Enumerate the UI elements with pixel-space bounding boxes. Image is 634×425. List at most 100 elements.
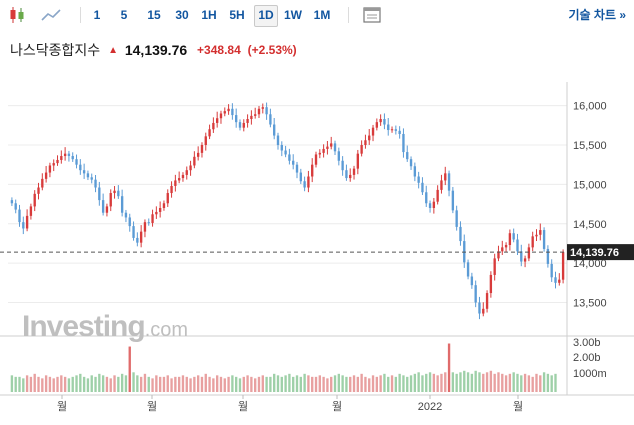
candle[interactable] xyxy=(56,159,59,164)
candle[interactable] xyxy=(333,143,337,152)
candle[interactable] xyxy=(356,153,360,169)
candle[interactable] xyxy=(539,230,542,235)
candle[interactable] xyxy=(158,208,162,212)
candle[interactable] xyxy=(235,115,238,123)
candle[interactable] xyxy=(151,214,154,223)
candle[interactable] xyxy=(527,247,531,259)
candle[interactable] xyxy=(94,179,97,188)
candle[interactable] xyxy=(273,124,276,136)
candle[interactable] xyxy=(474,285,477,303)
candle[interactable] xyxy=(326,146,329,149)
candle[interactable] xyxy=(284,150,287,155)
candle[interactable] xyxy=(379,119,382,123)
candle[interactable] xyxy=(485,293,489,309)
interval-button-30[interactable]: 30 xyxy=(175,8,189,22)
candle[interactable] xyxy=(37,187,40,194)
candle[interactable] xyxy=(455,210,458,227)
candle[interactable] xyxy=(41,178,44,188)
candle[interactable] xyxy=(90,177,93,180)
candle[interactable] xyxy=(554,277,557,283)
candle[interactable] xyxy=(136,237,139,243)
candle[interactable] xyxy=(466,262,470,277)
candle[interactable] xyxy=(360,145,363,154)
candle[interactable] xyxy=(60,156,63,160)
candle[interactable] xyxy=(265,107,268,115)
interval-button-1m[interactable]: 1M xyxy=(313,8,331,22)
candle[interactable] xyxy=(352,168,356,175)
candle[interactable] xyxy=(322,148,325,153)
candle[interactable] xyxy=(231,108,234,116)
candle[interactable] xyxy=(52,163,55,166)
candle[interactable] xyxy=(409,159,413,167)
candle[interactable] xyxy=(71,156,74,160)
candle[interactable] xyxy=(383,119,386,125)
candle[interactable] xyxy=(364,140,367,145)
candle[interactable] xyxy=(520,251,523,262)
interval-button-1d[interactable]: 1D xyxy=(254,5,278,27)
interval-button-5[interactable]: 5 xyxy=(120,8,128,22)
candle[interactable] xyxy=(132,226,135,238)
interval-button-1h[interactable]: 1H xyxy=(201,8,217,22)
candle[interactable] xyxy=(215,118,219,123)
candle[interactable] xyxy=(501,247,504,252)
candle[interactable] xyxy=(413,166,417,177)
candle[interactable] xyxy=(299,172,302,182)
candle[interactable] xyxy=(550,263,553,278)
candle[interactable] xyxy=(193,156,196,166)
candle[interactable] xyxy=(512,233,515,240)
candle[interactable] xyxy=(67,153,71,157)
candle[interactable] xyxy=(82,170,86,174)
candle[interactable] xyxy=(459,226,462,242)
interval-button-5h[interactable]: 5H xyxy=(229,8,245,22)
candle[interactable] xyxy=(493,258,496,275)
candle[interactable] xyxy=(250,115,253,120)
candle[interactable] xyxy=(482,308,485,314)
candle[interactable] xyxy=(345,170,348,179)
candle[interactable] xyxy=(212,122,215,130)
candle[interactable] xyxy=(516,239,519,252)
candle[interactable] xyxy=(394,129,398,131)
candle[interactable] xyxy=(33,193,36,207)
candle[interactable] xyxy=(341,160,344,171)
candle[interactable] xyxy=(128,217,131,227)
candle[interactable] xyxy=(440,180,443,190)
candle[interactable] xyxy=(406,152,409,160)
candle[interactable] xyxy=(444,173,447,181)
candle[interactable] xyxy=(280,145,283,151)
candle[interactable] xyxy=(204,136,207,145)
candle[interactable] xyxy=(436,189,439,202)
candle[interactable] xyxy=(29,206,33,216)
candle[interactable] xyxy=(120,196,124,213)
candle[interactable] xyxy=(561,252,565,280)
candle[interactable] xyxy=(387,124,390,131)
candle[interactable] xyxy=(139,231,143,243)
technical-chart-link[interactable]: 기술 차트 » xyxy=(568,8,626,22)
candle[interactable] xyxy=(18,209,21,223)
candle[interactable] xyxy=(14,203,17,210)
candle[interactable] xyxy=(470,276,474,286)
candle[interactable] xyxy=(124,212,128,218)
candle[interactable] xyxy=(478,302,481,314)
candle[interactable] xyxy=(177,178,181,181)
candle[interactable] xyxy=(417,176,420,183)
candle[interactable] xyxy=(25,215,29,229)
candle[interactable] xyxy=(105,206,109,213)
candle[interactable] xyxy=(166,193,169,204)
candle[interactable] xyxy=(428,203,432,208)
candle[interactable] xyxy=(504,245,508,248)
candle[interactable] xyxy=(558,279,561,283)
candle[interactable] xyxy=(200,145,204,153)
candle[interactable] xyxy=(508,233,512,246)
candle[interactable] xyxy=(542,230,546,249)
candle[interactable] xyxy=(421,182,424,193)
candle[interactable] xyxy=(117,190,120,197)
candle[interactable] xyxy=(75,159,78,165)
candle[interactable] xyxy=(196,152,200,157)
candle[interactable] xyxy=(254,114,257,116)
candle[interactable] xyxy=(292,160,295,165)
candle[interactable] xyxy=(143,222,147,232)
candle[interactable] xyxy=(174,180,177,186)
candle[interactable] xyxy=(451,190,455,211)
candle[interactable] xyxy=(147,222,150,224)
candle[interactable] xyxy=(185,170,188,175)
